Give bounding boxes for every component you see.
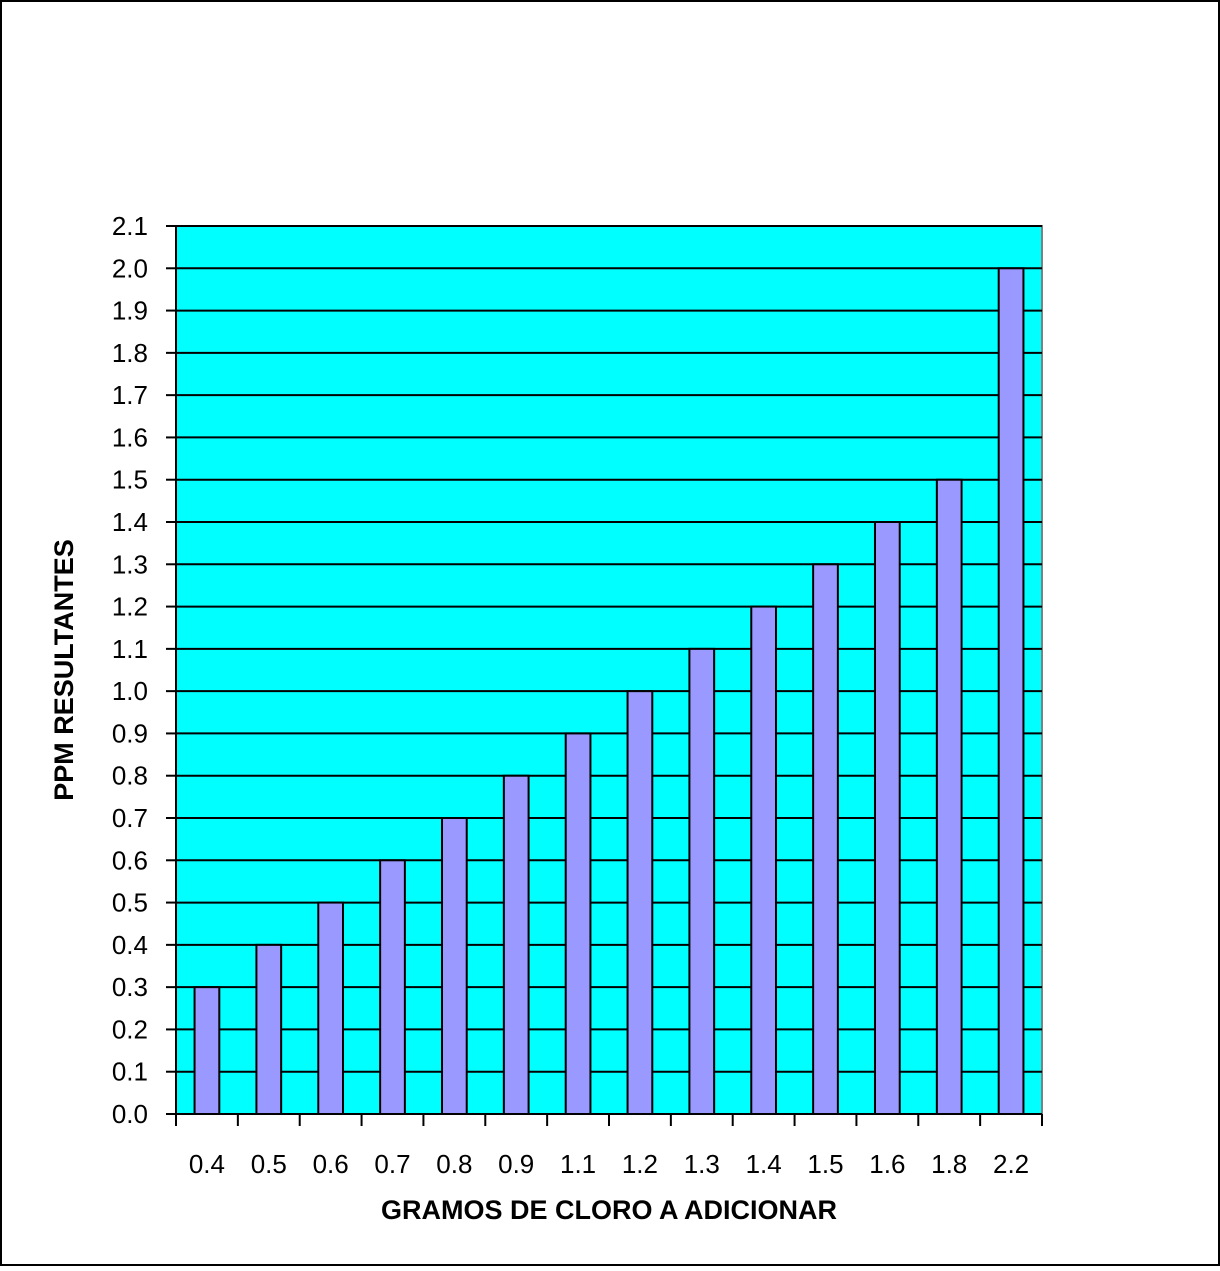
y-tick-label: 0.5 — [112, 888, 148, 918]
bar-1.6 — [873, 521, 901, 1115]
bar-1.8 — [935, 478, 963, 1115]
y-axis-title: PPM RESULTANTES — [49, 539, 79, 801]
y-tick-label: 0.8 — [112, 761, 148, 791]
axes — [166, 225, 1043, 1126]
x-tick-label: 0.8 — [436, 1149, 472, 1179]
y-tick-label: 1.9 — [112, 296, 148, 326]
x-tick-label: 0.9 — [498, 1149, 534, 1179]
x-tick-label: 1.1 — [560, 1149, 596, 1179]
x-tick-label: 1.3 — [684, 1149, 720, 1179]
x-tick-label: 1.8 — [931, 1149, 967, 1179]
y-tick-label: 1.8 — [112, 338, 148, 368]
x-tick-label: 0.7 — [374, 1149, 410, 1179]
y-tick-label: 0.4 — [112, 930, 148, 960]
gridlines — [176, 225, 1042, 1073]
y-tick-label: 1.0 — [112, 676, 148, 706]
x-tick-label: 1.4 — [746, 1149, 782, 1179]
y-tick-label: 0.9 — [112, 718, 148, 748]
bar-0.9 — [502, 774, 530, 1115]
y-tick-label: 1.6 — [112, 422, 148, 452]
plot-area — [175, 225, 1043, 1115]
y-tick-label: 0.0 — [112, 1099, 148, 1129]
x-tick-label: 1.6 — [869, 1149, 905, 1179]
bar-1.2 — [626, 690, 654, 1116]
y-tick-label: 1.7 — [112, 380, 148, 410]
x-tick-labels: 0.4 0.5 0.6 0.7 0.8 0.9 1.1 1.2 1.3 1.4 1.5 1.6 1.8 2… — [189, 1149, 1029, 1179]
bar-2.2 — [997, 267, 1025, 1115]
y-tick-label: 1.1 — [112, 634, 148, 664]
y-tick-label: 2.1 — [112, 211, 148, 241]
bar-1.4 — [750, 605, 778, 1115]
y-tick-label: 1.3 — [112, 549, 148, 579]
y-tick-label: 0.6 — [112, 845, 148, 875]
x-tick-label: 1.5 — [807, 1149, 843, 1179]
bar-1.1 — [564, 732, 592, 1116]
x-tick-label: 1.2 — [622, 1149, 658, 1179]
x-tick-label: 0.6 — [313, 1149, 349, 1179]
bar-0.8 — [440, 817, 468, 1115]
y-tick-label: 0.1 — [112, 1057, 148, 1087]
y-tick-labels: 0.0 0.1 0.2 0.3 0.4 0.5 0.6 0.7 0.8 0.9 1.0 1.1 1.2 1… — [112, 211, 148, 1129]
y-tick-label: 2.0 — [112, 253, 148, 283]
y-tick-label: 0.2 — [112, 1014, 148, 1044]
bar-0.4 — [193, 986, 221, 1116]
bar-0.6 — [317, 901, 345, 1115]
bar-1.5 — [812, 563, 839, 1115]
bar-0.7 — [379, 859, 406, 1115]
y-tick-label: 1.4 — [112, 507, 148, 537]
y-tick-label: 0.3 — [112, 972, 148, 1002]
y-tick-label: 0.7 — [112, 803, 148, 833]
bar-1.3 — [688, 647, 716, 1115]
y-tick-label: 1.5 — [112, 465, 148, 495]
x-tick-label: 2.2 — [993, 1149, 1029, 1179]
x-tick-label: 0.5 — [251, 1149, 287, 1179]
x-tick-label: 0.4 — [189, 1149, 225, 1179]
bar-0.5 — [255, 943, 283, 1115]
bars — [193, 267, 1025, 1116]
x-axis-title: GRAMOS DE CLORO A ADICIONAR — [381, 1195, 837, 1225]
y-tick-label: 1.2 — [112, 592, 148, 622]
